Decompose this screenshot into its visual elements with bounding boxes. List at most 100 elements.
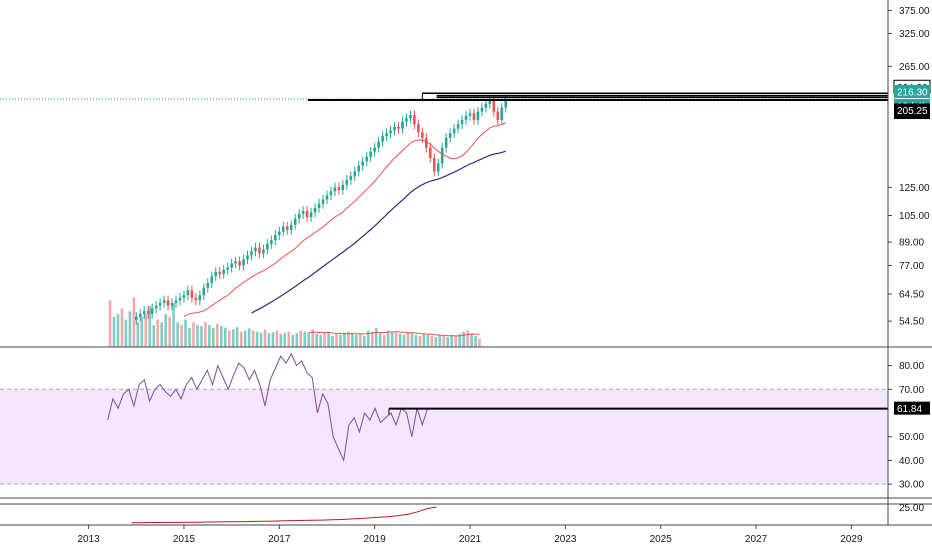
volume-bar (299, 330, 303, 347)
candle-body (174, 300, 178, 303)
candle-body (210, 276, 214, 284)
time-axis-label: 2029 (840, 534, 863, 545)
candle-body (349, 176, 353, 180)
candle-body (266, 243, 269, 250)
candle-body (301, 210, 305, 214)
rsi-line (107, 352, 429, 463)
candle-body (440, 147, 444, 164)
volume-bar (418, 336, 422, 347)
volume-bar (351, 333, 354, 347)
time-axis-label: 2027 (745, 534, 768, 545)
price-axis-label: 325.00 (899, 29, 930, 40)
volume-bar (136, 322, 140, 347)
rsi-axis-label: 70.00 (899, 385, 924, 396)
volume-bar (168, 316, 171, 347)
volume-bar (414, 334, 418, 347)
volume-bar (255, 331, 259, 347)
volume-bar (263, 329, 267, 347)
volume-bar (172, 303, 175, 347)
rsi-level-label-text: 61.84 (897, 404, 922, 415)
volume-bar (196, 325, 199, 347)
volume-bar (335, 333, 338, 347)
candle-body (234, 261, 237, 264)
volume-bar (227, 330, 231, 347)
candle-body (432, 158, 436, 172)
candle-body (222, 269, 225, 275)
candle-body (345, 179, 349, 185)
volume-bar (398, 333, 402, 347)
candle-body (456, 124, 460, 129)
candle-body (464, 115, 468, 120)
price-axis-label: 77.00 (899, 261, 924, 272)
volume-bar (200, 326, 203, 347)
rsi-axis-label: 40.00 (899, 456, 924, 467)
price-axis-label: 64.50 (899, 289, 924, 300)
candle-body (289, 224, 293, 230)
volume-bar (430, 336, 434, 347)
candle-body (385, 133, 388, 136)
time-axis-label: 2019 (364, 534, 387, 545)
volume-bar (390, 331, 394, 347)
candle-body (480, 107, 484, 112)
volume-bar (112, 316, 116, 347)
rsi-band (0, 389, 888, 485)
price-axis-label: 125.00 (899, 183, 930, 194)
candle-body (421, 132, 424, 138)
candle-body (468, 113, 472, 116)
candle-body (162, 300, 166, 303)
time-axis-label: 2025 (650, 534, 673, 545)
candle-body (488, 100, 492, 104)
volume-bar (208, 325, 211, 347)
candle-body (242, 259, 245, 266)
volume-bar (283, 332, 287, 347)
candle-body (309, 212, 313, 218)
volume-bar (370, 331, 374, 347)
candle-body (313, 207, 317, 213)
time-axis-label: 2015 (173, 534, 196, 545)
candle-body (206, 283, 210, 288)
candle-body (202, 287, 206, 296)
candle-body (353, 171, 357, 177)
volume-bar (442, 336, 446, 347)
candle-body (321, 199, 325, 204)
volume-bar (192, 322, 195, 347)
volume-bar (235, 327, 239, 347)
volume-bar (204, 322, 207, 347)
candle-body (194, 297, 198, 301)
candle-body (476, 111, 480, 120)
volume-bar (128, 311, 132, 347)
candle-body (142, 311, 146, 314)
volume-bar (422, 333, 426, 347)
candle-body (274, 235, 277, 241)
price-label-box (894, 103, 930, 117)
volume-bar (327, 332, 330, 347)
candle-body (393, 126, 396, 131)
volume-layer (108, 297, 481, 347)
ma-fast-line (183, 122, 506, 318)
volume-bar (363, 336, 366, 347)
volume-bar (120, 308, 124, 347)
volume-bar (402, 334, 406, 347)
volume-bar (251, 330, 255, 347)
price-axis-label: 105.00 (899, 211, 930, 222)
volume-bar (152, 325, 156, 347)
volume-bar (295, 333, 299, 347)
level-layer (0, 92, 888, 102)
volume-bar (359, 333, 362, 347)
volume-bar (279, 333, 283, 347)
volume-bar (108, 300, 112, 347)
volume-bar (319, 334, 322, 347)
candle-body (484, 103, 488, 108)
volume-bar (267, 333, 271, 347)
volume-bar (478, 338, 481, 347)
price-axis-label: 265.00 (899, 62, 930, 73)
volume-bar (216, 323, 219, 347)
volume-bar (287, 331, 291, 347)
candle-body (417, 124, 420, 133)
candle-body (452, 128, 456, 134)
candle-body (472, 113, 476, 120)
volume-bar (426, 334, 430, 347)
volume-bar (307, 332, 310, 347)
